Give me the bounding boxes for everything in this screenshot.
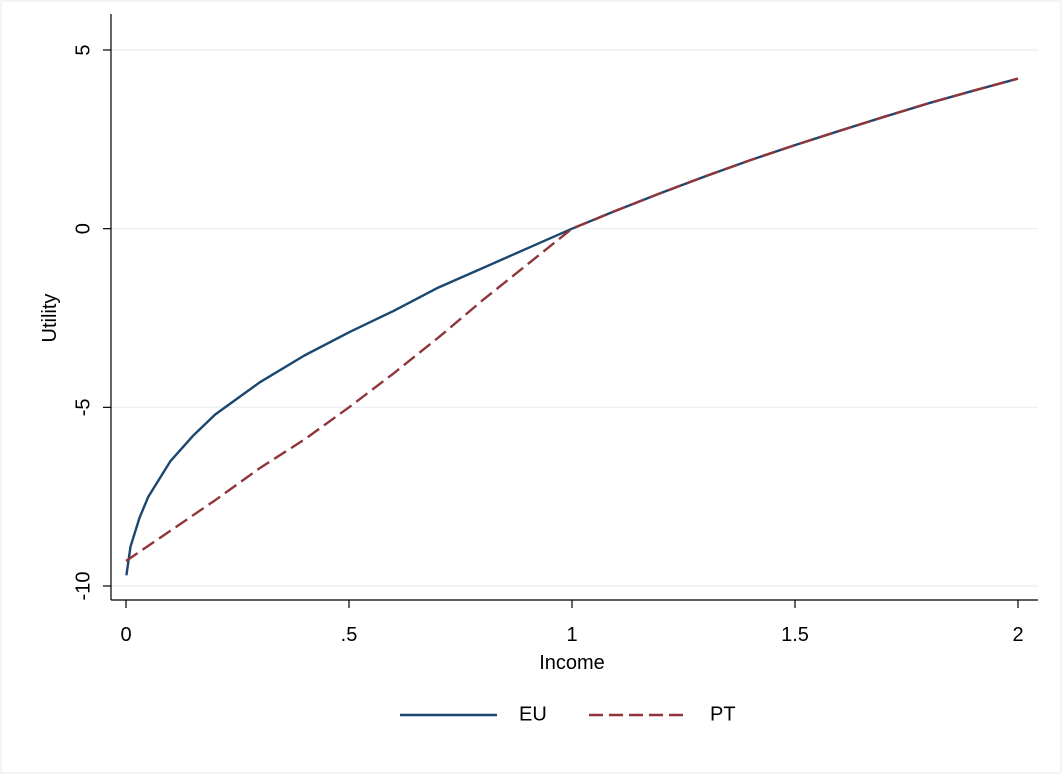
legend-label-eu: EU [519, 703, 547, 725]
legend: EU PT [400, 703, 736, 725]
axes: -10 -5 0 5 0 .5 1 1.5 2 [72, 14, 1038, 646]
x-axis-title: Income [539, 652, 605, 674]
legend-label-pt: PT [710, 703, 736, 725]
plot-region [111, 14, 1038, 600]
x-tick-label-4: 2 [1012, 624, 1023, 646]
y-tick-label-2: 0 [72, 223, 94, 234]
y-tick-label-0: -10 [72, 572, 94, 601]
y-tick-label-1: -5 [72, 398, 94, 416]
x-tick-label-3: 1.5 [781, 624, 809, 646]
y-tick-label-3: 5 [72, 44, 94, 55]
y-axis-title: Utility [39, 294, 61, 343]
x-tick-label-2: 1 [566, 624, 577, 646]
series-line-pt [125, 77, 1019, 562]
series-lines [125, 77, 1019, 576]
x-tick-label-1: .5 [341, 624, 358, 646]
x-tick-label-0: 0 [120, 624, 131, 646]
